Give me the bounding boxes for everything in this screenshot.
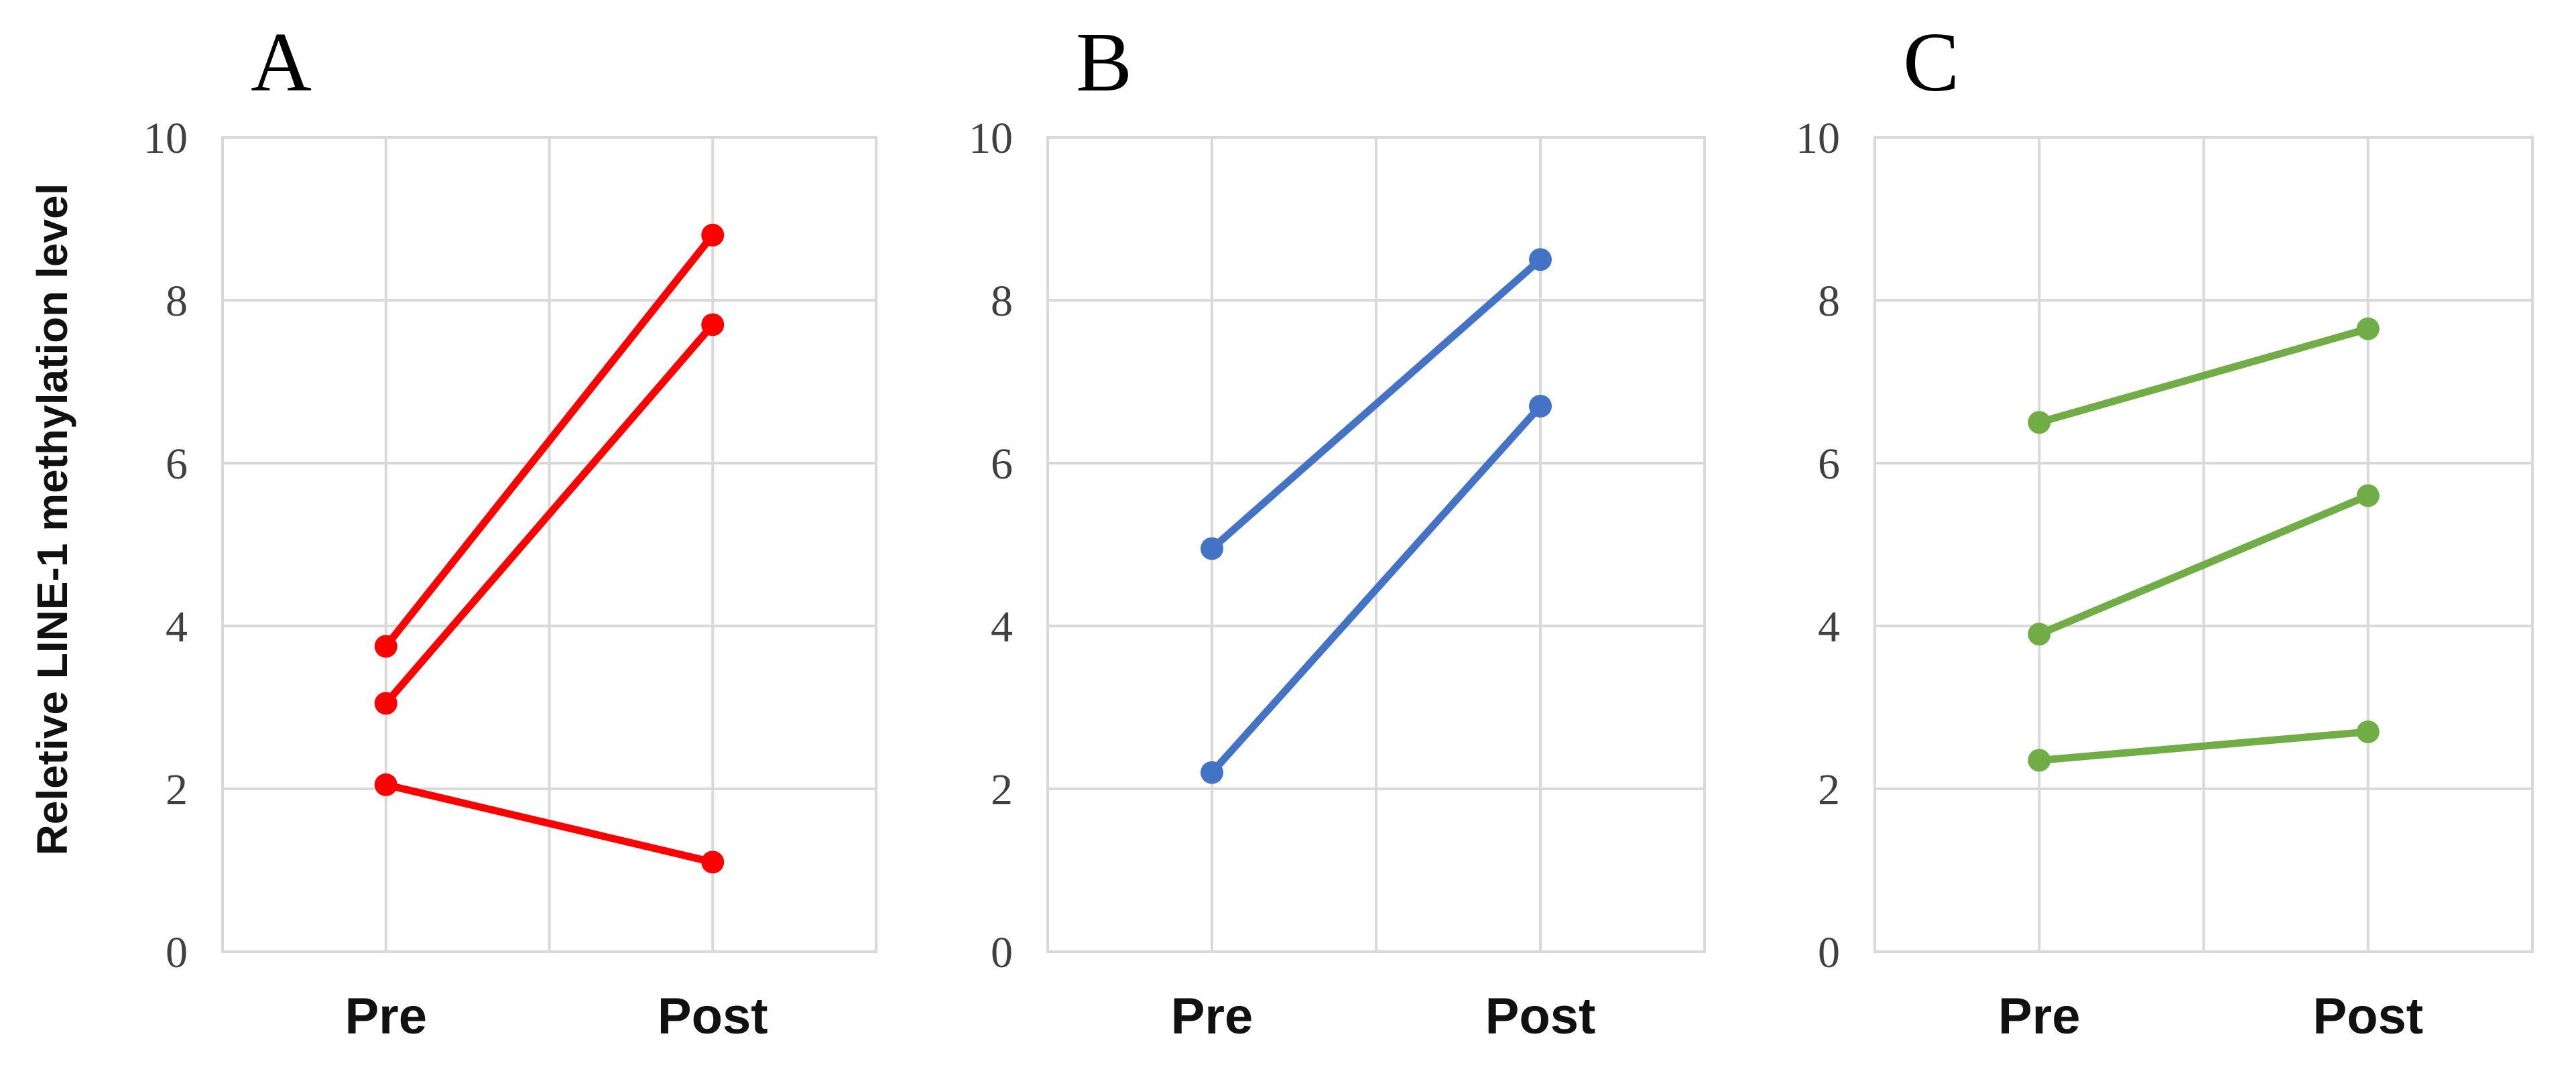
- panel-c-plot-border: [1874, 136, 2534, 953]
- panel-a-series-1-marker-pre: [374, 635, 397, 658]
- panel-a-category-label-post: Post: [658, 988, 768, 1045]
- panel-a-ytick-label-10: 10: [143, 114, 188, 163]
- panel-c-series-3-marker-post: [2356, 720, 2380, 743]
- panel-c-ytick-label-6: 6: [1818, 440, 1840, 489]
- panel-b: 0 2 4 6 8 10 Pre Post B: [969, 16, 1706, 1045]
- panel-b-ytick-label-2: 2: [991, 765, 1013, 814]
- panel-b-series-2-marker-pre: [1201, 761, 1223, 784]
- panel-b-series-2-marker-post: [1529, 394, 1552, 418]
- panel-a-series-3-marker-pre: [374, 773, 397, 796]
- panel-b-ytick-label-10: 10: [969, 114, 1013, 163]
- panel-a-ytick-label-6: 6: [166, 440, 188, 489]
- panel-c-gridlines: [1874, 136, 2534, 953]
- panel-c-category-label-pre: Pre: [1998, 988, 2081, 1045]
- panel-b-ytick-label-8: 8: [991, 277, 1013, 326]
- panel-a-category-label-pre: Pre: [345, 988, 427, 1045]
- panel-a-label: A: [251, 16, 312, 109]
- panel-b-ytick-label-4: 4: [991, 603, 1013, 651]
- panel-c: 0 2 4 6 8 10 Pre Post C: [1796, 16, 2534, 1045]
- panel-a-plot-border: [221, 136, 877, 953]
- panel-c-series-1-marker-post: [2356, 317, 2380, 340]
- panel-b-series-1-line: [1208, 255, 1544, 553]
- panel-a-ytick-label-2: 2: [166, 765, 188, 814]
- panel-c-series-2-marker-pre: [2028, 623, 2051, 646]
- panel-b-series-2-line: [1208, 402, 1544, 777]
- panel-c-series-1-line: [2035, 325, 2372, 426]
- panel-a-series-2-marker-pre: [374, 692, 397, 715]
- panel-c-series-3-marker-pre: [2028, 749, 2051, 772]
- panel-c-ytick-label-0: 0: [1818, 928, 1840, 977]
- panel-a-series-3-marker-post: [701, 850, 725, 874]
- panel-a-ytick-label-0: 0: [166, 928, 188, 977]
- panel-b-label: B: [1076, 16, 1132, 109]
- panel-c-series-2-line: [2035, 492, 2372, 638]
- panel-a-series-1-line: [382, 231, 717, 650]
- panel-b-category-label-post: Post: [1485, 988, 1596, 1045]
- panel-c-ytick-label-2: 2: [1818, 765, 1840, 814]
- panel-b-gridlines: [1046, 136, 1706, 953]
- panel-c-category-label-post: Post: [2313, 988, 2423, 1045]
- panel-b-ytick-label-6: 6: [991, 440, 1013, 489]
- panel-c-ytick-label-10: 10: [1796, 114, 1840, 163]
- panel-b-ytick-label-0: 0: [991, 928, 1013, 977]
- panel-c-ytick-label-4: 4: [1818, 603, 1840, 651]
- panel-b-series-1-marker-post: [1529, 248, 1552, 271]
- panel-a-ytick-label-8: 8: [166, 277, 188, 326]
- panel-c-series-1-marker-pre: [2028, 411, 2051, 434]
- panel-b-plot-border: [1046, 136, 1706, 953]
- panel-c-series-3-line: [2035, 728, 2372, 764]
- panel-b-category-label-pre: Pre: [1171, 988, 1253, 1045]
- panel-a-series-2-marker-post: [701, 313, 725, 336]
- panel-a: 0 2 4 6 8 10 Pre Post A: [143, 16, 877, 1045]
- panel-a-series-1-marker-post: [701, 223, 725, 247]
- panel-c-ytick-label-8: 8: [1818, 277, 1840, 326]
- panel-a-series-2-line: [382, 320, 717, 707]
- panel-a-series-3-line: [382, 781, 717, 866]
- panel-a-ytick-label-4: 4: [166, 603, 188, 651]
- panel-c-label: C: [1903, 16, 1959, 109]
- panel-b-series-1-marker-pre: [1201, 537, 1223, 560]
- panel-a-gridlines: [221, 136, 877, 953]
- panel-c-series-2-marker-post: [2356, 484, 2380, 507]
